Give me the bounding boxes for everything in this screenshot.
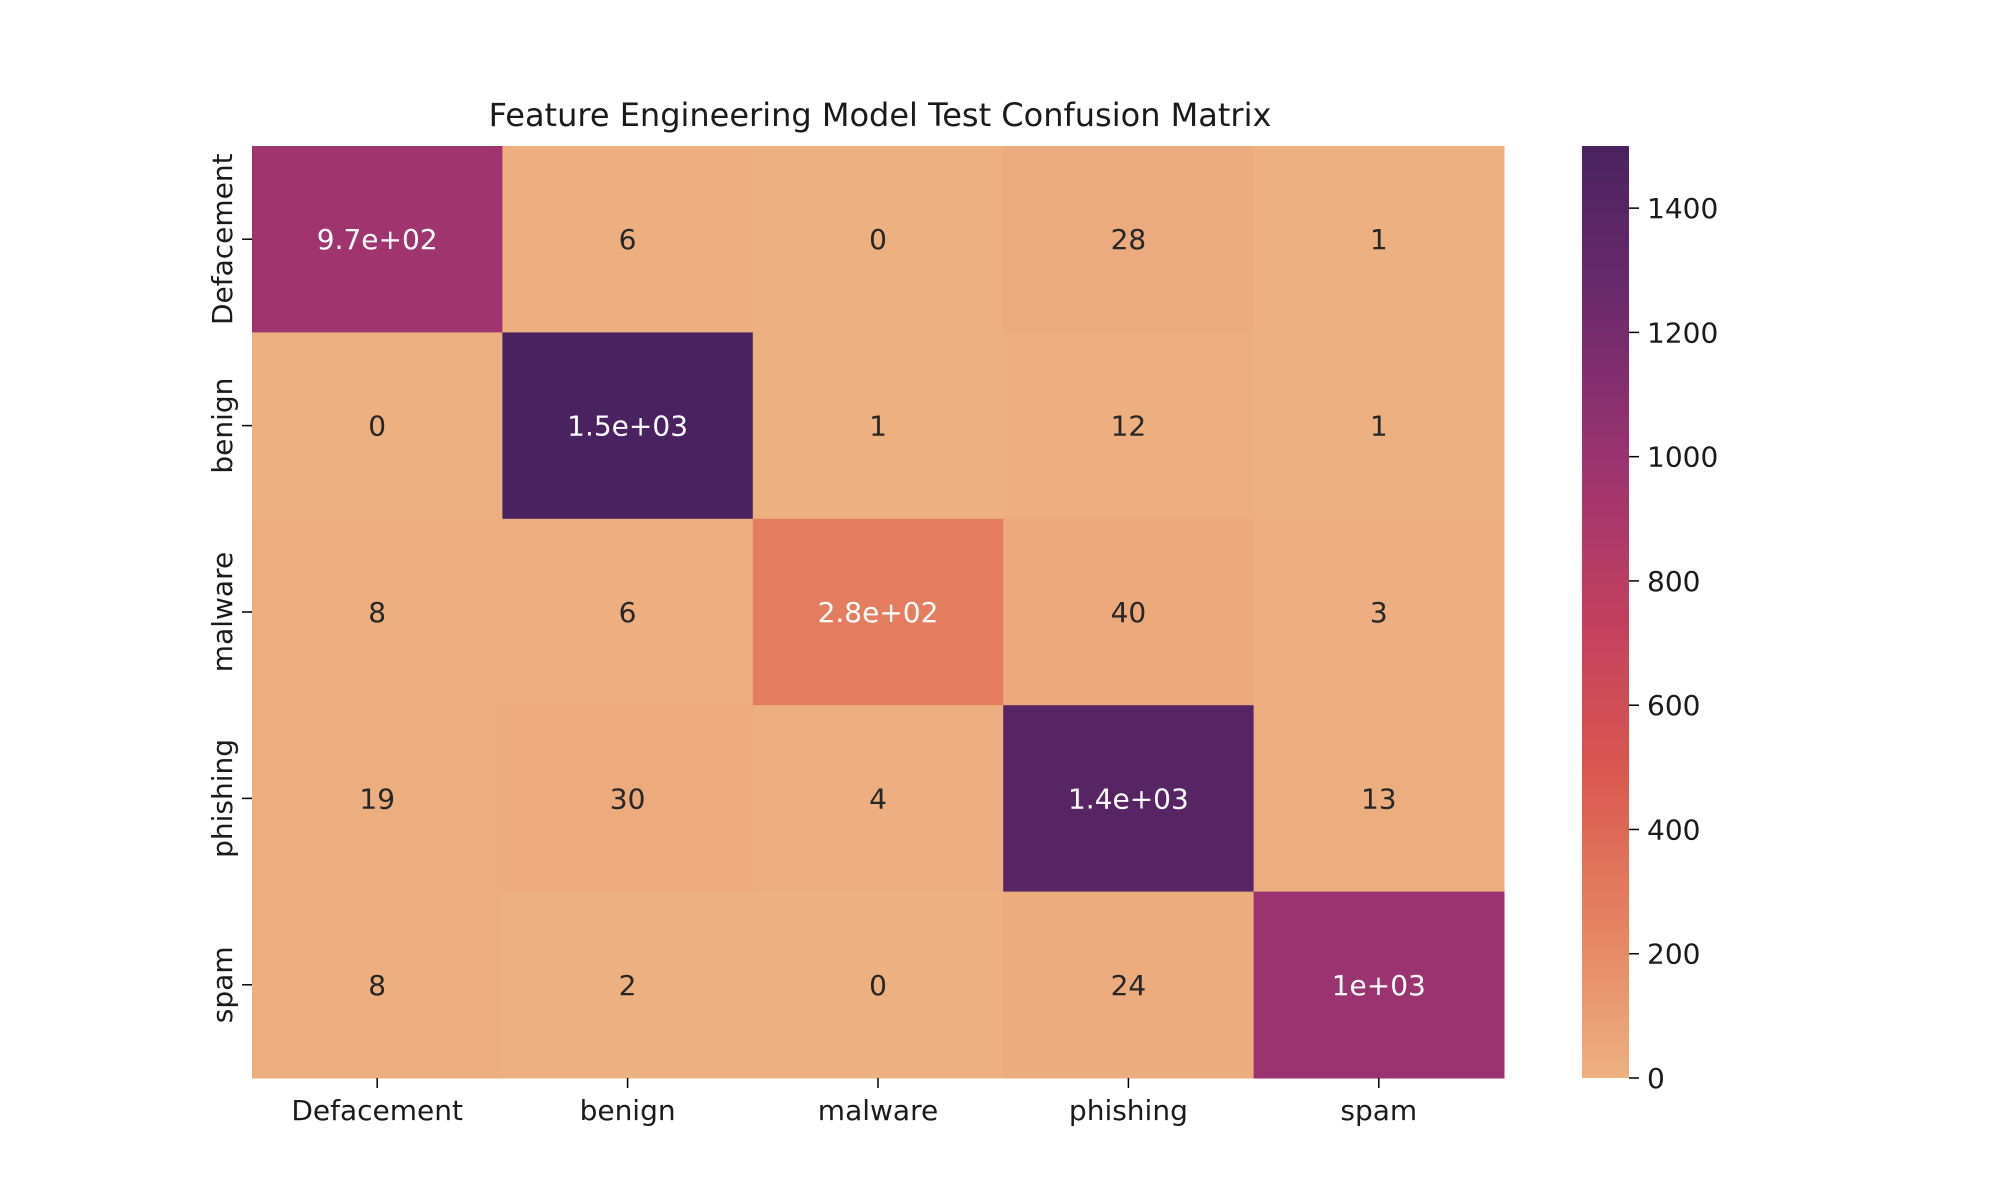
heatmap-cell <box>752 705 1004 893</box>
heatmap-cell <box>502 891 754 1079</box>
colorbar-tick-label: 200 <box>1647 938 1700 971</box>
y-axis: Defacement benign malware phishing spam <box>206 153 252 1023</box>
heatmap-cell <box>1003 705 1255 893</box>
y-tick-label: Defacement <box>206 153 239 325</box>
cell-value-label: 1.4e+03 <box>1068 782 1189 815</box>
heatmap-cell <box>1003 518 1255 706</box>
heatmap-cell <box>1003 146 1255 333</box>
heatmap-cell <box>752 518 1004 706</box>
cell-value-label: 1 <box>1370 223 1388 256</box>
cell-value-label: 24 <box>1111 969 1147 1002</box>
heatmap-cell-labels: 9.7e+02 6 0 28 10 1.5e+03 1 12 18 6 2.8e+02 40 319 30… <box>317 223 1426 1002</box>
heatmap-cell <box>502 705 754 893</box>
colorbar: 0 200 400 600 800 1000 1200 1400 <box>1582 146 1718 1095</box>
cell-value-label: 8 <box>368 596 386 629</box>
chart-title: Feature Engineering Model Test Confusion… <box>489 96 1272 134</box>
heatmap-cells <box>252 146 1505 1079</box>
x-axis: Defacement benign malware phishing spam <box>291 1078 1417 1127</box>
heatmap-cell <box>1003 891 1255 1079</box>
colorbar-tick-label: 800 <box>1647 565 1700 598</box>
y-tick-label: phishing <box>206 739 239 858</box>
heatmap-cell <box>1253 891 1505 1079</box>
heatmap-cell <box>752 891 1004 1079</box>
cell-value-label: 30 <box>610 782 646 815</box>
colorbar-tick-label: 1200 <box>1647 316 1718 349</box>
heatmap-cell <box>502 146 754 333</box>
colorbar-gradient <box>1582 146 1629 1078</box>
x-tick-label: phishing <box>1069 1094 1188 1127</box>
heatmap-cell <box>1253 518 1505 706</box>
cell-value-label: 0 <box>869 969 887 1002</box>
y-tick-label: malware <box>206 552 239 672</box>
heatmap-cell <box>502 332 754 520</box>
cell-value-label: 19 <box>359 782 395 815</box>
cell-value-label: 0 <box>368 410 386 443</box>
cell-value-label: 13 <box>1361 782 1397 815</box>
y-tick-label: benign <box>206 378 239 474</box>
cell-value-label: 12 <box>1111 410 1147 443</box>
x-tick-label: spam <box>1340 1094 1417 1127</box>
cell-value-label: 6 <box>619 596 637 629</box>
colorbar-tick-label: 400 <box>1647 813 1700 846</box>
cell-value-label: 1e+03 <box>1332 969 1426 1002</box>
x-tick-label: benign <box>580 1094 676 1127</box>
heatmap-cell <box>252 891 503 1079</box>
heatmap-cell <box>1253 705 1505 893</box>
cell-value-label: 6 <box>619 223 637 256</box>
heatmap-cell <box>252 518 503 706</box>
heatmap-cell <box>252 332 503 520</box>
heatmap-cell <box>1253 332 1505 520</box>
cell-value-label: 2 <box>619 969 637 1002</box>
cell-value-label: 4 <box>869 782 887 815</box>
heatmap-cell <box>252 705 503 893</box>
cell-value-label: 1 <box>1370 410 1388 443</box>
x-tick-label: Defacement <box>291 1094 463 1127</box>
heatmap-cell <box>252 146 503 333</box>
heatmap-cell <box>502 518 754 706</box>
cell-value-label: 1 <box>869 410 887 443</box>
cell-value-label: 8 <box>368 969 386 1002</box>
heatmap-cell <box>752 332 1004 520</box>
cell-value-label: 0 <box>869 223 887 256</box>
colorbar-tick-label: 0 <box>1647 1062 1665 1095</box>
cell-value-label: 3 <box>1370 596 1388 629</box>
heatmap-cell <box>1003 332 1255 520</box>
cell-value-label: 1.5e+03 <box>567 410 688 443</box>
colorbar-tick-label: 1000 <box>1647 441 1718 474</box>
y-tick-label: spam <box>206 946 239 1023</box>
cell-value-label: 9.7e+02 <box>317 223 438 256</box>
cell-value-label: 2.8e+02 <box>818 596 939 629</box>
heatmap-cell <box>1253 146 1505 333</box>
heatmap-cell <box>752 146 1004 333</box>
x-tick-label: malware <box>818 1094 938 1127</box>
colorbar-tick-label: 600 <box>1647 689 1700 722</box>
cell-value-label: 40 <box>1111 596 1147 629</box>
colorbar-tick-label: 1400 <box>1647 192 1718 225</box>
cell-value-label: 28 <box>1111 223 1147 256</box>
